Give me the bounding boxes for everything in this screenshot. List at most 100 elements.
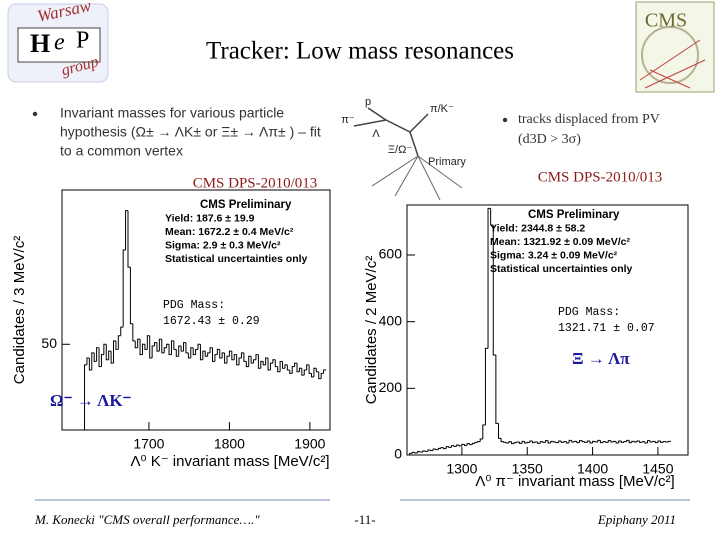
decay-diagram xyxy=(353,107,463,201)
histogram-bin xyxy=(211,347,215,362)
y-tick-label: 50 xyxy=(41,335,57,351)
histogram-bin xyxy=(581,440,585,443)
histogram-bin xyxy=(238,357,242,365)
histogram-bin xyxy=(129,267,133,325)
logo-text: H xyxy=(30,29,50,58)
histogram-bin xyxy=(195,348,199,355)
diagram-label: Ξ/Ω⁻ xyxy=(388,144,412,156)
histogram-bin xyxy=(105,344,109,361)
histogram-bin xyxy=(127,210,131,268)
histogram-bin xyxy=(511,441,515,445)
histogram-bin xyxy=(464,444,468,446)
histogram-bin xyxy=(156,342,160,352)
histogram-bin xyxy=(183,342,186,352)
histogram-bin xyxy=(98,347,102,368)
histogram-bin xyxy=(542,441,546,443)
histogram-bin xyxy=(260,360,264,369)
histogram-bin xyxy=(597,439,601,442)
diagram-label: π⁻ xyxy=(341,114,355,126)
histogram-bin xyxy=(654,441,658,444)
histogram-bin xyxy=(602,441,606,443)
histogram-bin xyxy=(163,347,167,353)
logo-text: e xyxy=(54,30,65,56)
histogram-bin xyxy=(117,335,121,350)
histogram-bin xyxy=(110,351,114,364)
plot-frame xyxy=(61,189,331,431)
histogram-bin xyxy=(253,359,256,364)
fit-legend: Yield: 2344.8 ± 58.2 xyxy=(490,222,585,234)
histogram-bin xyxy=(315,368,319,373)
histogram-bin xyxy=(231,351,235,361)
histogram-bin xyxy=(265,357,269,365)
fit-legend: Mean: 1672.2 ± 0.4 MeV/c² xyxy=(165,226,294,238)
bullet-text: to a common vertex xyxy=(60,143,183,159)
histogram-bin xyxy=(301,368,305,376)
histogram-bin xyxy=(294,362,298,367)
y-axis-label: Candidates / 2 MeV/c² xyxy=(363,256,380,404)
histogram-bin xyxy=(108,350,112,360)
histogram-bin xyxy=(563,441,567,443)
histogram-bin xyxy=(589,441,593,444)
histogram-bin xyxy=(409,452,413,455)
histogram-bin xyxy=(144,344,148,350)
histogram-bin xyxy=(644,441,648,444)
histogram-bin xyxy=(91,352,95,370)
histogram-bin xyxy=(190,347,194,358)
histogram-bin xyxy=(445,446,449,449)
pdg-mass: 1321.71 ± 0.07 xyxy=(558,322,655,335)
histogram-bin xyxy=(662,441,666,443)
histogram-bin xyxy=(120,326,124,336)
histogram-bin xyxy=(216,348,220,355)
histogram-bin xyxy=(279,360,283,372)
bullet-text: Invariant masses for various particle xyxy=(60,105,284,121)
histogram-bin xyxy=(267,358,271,371)
histogram-bin xyxy=(565,441,570,444)
bullet xyxy=(502,117,508,123)
histogram-bin xyxy=(226,355,230,364)
histogram-bin xyxy=(151,345,155,358)
histogram-bin xyxy=(158,338,162,352)
histogram-bin xyxy=(633,441,638,443)
histogram-bin xyxy=(88,358,92,371)
histogram-bin xyxy=(605,441,609,443)
histogram-bin xyxy=(508,441,512,443)
bullet xyxy=(32,111,38,117)
histogram-bin xyxy=(197,343,201,350)
fit-legend: Statistical uncertainties only xyxy=(490,263,633,275)
histogram-bin xyxy=(500,438,504,443)
y-tick-label: 600 xyxy=(379,246,403,262)
histogram-bin xyxy=(482,424,486,439)
histogram-bin xyxy=(115,340,119,350)
slide-title: Tracker: Low mass resonances xyxy=(206,38,514,65)
histogram-bin xyxy=(84,364,87,430)
histogram-bin xyxy=(219,349,223,359)
y-tick-label: 400 xyxy=(379,312,403,328)
histogram-bin xyxy=(518,442,523,444)
pdg-mass: PDG Mass: xyxy=(558,306,620,319)
histogram-bin xyxy=(492,225,496,356)
histogram-bin xyxy=(93,352,97,362)
fit-legend: Mean: 1321.92 ± 0.09 MeV/c² xyxy=(490,236,631,248)
logo-box xyxy=(17,27,101,63)
histogram-bin xyxy=(175,349,179,357)
hep-logo: Warsaw H e P group xyxy=(7,0,109,83)
histogram-bin xyxy=(113,340,116,364)
histogram-bin xyxy=(628,440,632,444)
histogram-bin xyxy=(576,441,580,444)
histogram-bin xyxy=(599,440,604,444)
histogram-bin xyxy=(615,441,619,444)
histogram-bin xyxy=(245,361,249,368)
histogram-bin xyxy=(137,338,141,348)
histogram-bin xyxy=(620,441,624,443)
histogram-bin xyxy=(636,440,640,442)
histogram-bin xyxy=(471,442,475,445)
histogram-bin xyxy=(657,440,661,443)
histogram-bin xyxy=(274,359,278,368)
histogram-bin xyxy=(466,443,470,446)
diagram-label: p xyxy=(365,96,371,108)
histogram-bin xyxy=(214,354,218,362)
histogram-bin xyxy=(495,355,499,424)
histogram-bin xyxy=(248,355,252,367)
histogram-bin xyxy=(474,441,478,444)
